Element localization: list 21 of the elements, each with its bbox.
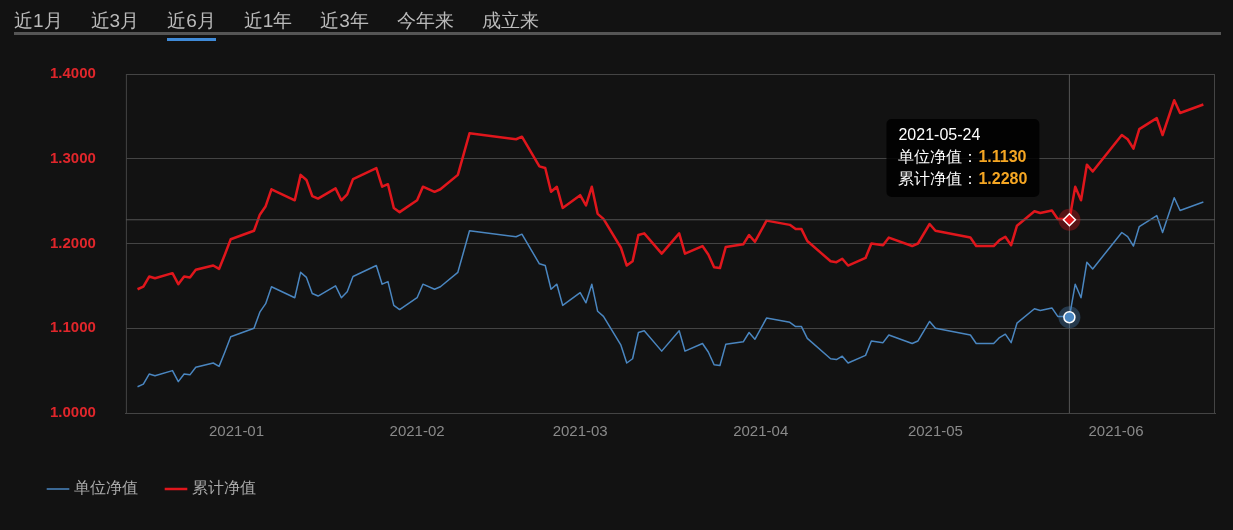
text: 近3月 <box>90 10 140 33</box>
text: 成立来 <box>481 10 539 33</box>
x-tick-label: 2021-06 <box>1088 422 1144 440</box>
x-tick-label: 2021-03 <box>552 422 608 440</box>
x-tick-label: 2021-01 <box>209 422 265 440</box>
text: 近3年 <box>320 10 369 33</box>
legend-label: 单位净值 <box>74 479 138 497</box>
text: 今年来 <box>396 10 454 33</box>
text: 近6月 <box>167 10 216 41</box>
y-tick-label: 1.1000 <box>49 318 96 336</box>
y-tick-label: 1.4000 <box>49 64 96 82</box>
legend-label: 累计净值 <box>192 479 256 497</box>
y-tick-label: 1.3000 <box>49 148 96 166</box>
x-tick-label: 2021-02 <box>389 422 445 440</box>
text: 近1年 <box>243 10 293 33</box>
x-tick-label: 2021-04 <box>733 422 789 440</box>
x-tick-label: 2021-05 <box>907 422 963 440</box>
annotation: 2021-05-24 单位净值：1.1130 累计净值：1.2280 <box>898 126 1028 188</box>
text: 近1月 <box>14 10 63 33</box>
y-tick-label: 1.2000 <box>49 233 96 251</box>
y-tick-label: 1.0000 <box>49 403 96 421</box>
